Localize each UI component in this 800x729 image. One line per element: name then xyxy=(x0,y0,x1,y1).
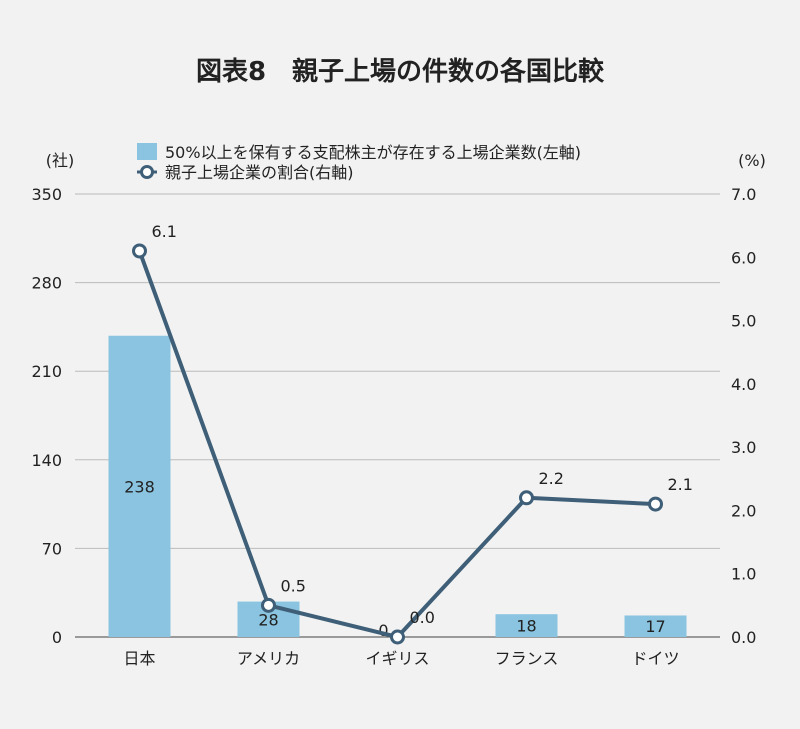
left-tick-label: 350 xyxy=(31,185,62,204)
line-marker xyxy=(132,243,147,259)
left-axis-unit: (社) xyxy=(46,151,75,170)
chart-title: 図表8 親子上場の件数の各国比較 xyxy=(196,56,605,87)
left-tick-label: 70 xyxy=(42,539,62,558)
line-data-label: 2.1 xyxy=(668,475,693,494)
right-tick-label: 1.0 xyxy=(731,565,756,584)
line-marker xyxy=(648,496,663,512)
line-data-label: 2.2 xyxy=(539,469,564,488)
category-label: イギリス xyxy=(365,649,429,668)
line-marker xyxy=(261,597,276,613)
bar xyxy=(495,614,558,637)
bar-data-label: 17 xyxy=(645,617,665,636)
bar-data-label: 0 xyxy=(378,621,388,640)
left-tick-label: 280 xyxy=(31,274,62,293)
left-axis-ticks: 0 70 140 210 280 350 xyxy=(31,185,62,647)
gridlines xyxy=(75,193,720,638)
bar xyxy=(108,335,171,637)
line-data-labels: 6.1 0.5 0.0 2.2 2.1 xyxy=(152,222,693,627)
line-marker xyxy=(390,629,405,645)
bar-data-label: 238 xyxy=(124,477,155,496)
line-data-label: 6.1 xyxy=(152,222,177,241)
line-path xyxy=(137,250,656,639)
legend-line-label: 親子上場企業の割合(右軸) xyxy=(165,163,354,182)
bar-series xyxy=(108,335,687,637)
line-data-label: 0.0 xyxy=(410,608,435,627)
right-tick-label: 6.0 xyxy=(731,248,756,267)
category-label: ドイツ xyxy=(631,649,679,668)
bar xyxy=(624,615,687,637)
category-label: アメリカ xyxy=(237,649,300,668)
right-axis-unit: (%) xyxy=(738,151,766,170)
left-tick-label: 140 xyxy=(31,451,62,470)
category-label: 日本 xyxy=(123,649,155,668)
bar-data-label: 18 xyxy=(516,617,536,636)
category-axis: 日本 アメリカ イギリス フランス ドイツ xyxy=(123,649,679,668)
right-tick-label: 4.0 xyxy=(731,375,756,394)
right-tick-label: 5.0 xyxy=(731,312,756,331)
legend-bar-swatch xyxy=(137,143,157,160)
right-tick-label: 2.0 xyxy=(731,501,756,520)
legend-line-marker xyxy=(140,165,154,179)
legend: 50%以上を保有する支配株主が存在する上場企業数(左軸) 親子上場企業の割合(右… xyxy=(137,143,581,182)
bar-data-labels: 238 28 0 18 17 xyxy=(124,477,665,640)
category-label: フランス xyxy=(495,649,559,668)
right-tick-label: 3.0 xyxy=(731,438,756,457)
right-axis-ticks: 0.0 1.0 2.0 3.0 4.0 5.0 6.0 7.0 xyxy=(731,185,756,647)
bar-data-label: 28 xyxy=(258,610,278,629)
left-tick-label: 0 xyxy=(52,628,62,647)
right-tick-label: 7.0 xyxy=(731,185,756,204)
line-series xyxy=(132,243,663,645)
legend-bar-label: 50%以上を保有する支配株主が存在する上場企業数(左軸) xyxy=(165,143,581,162)
line-data-label: 0.5 xyxy=(281,576,306,595)
line-marker xyxy=(519,490,534,506)
left-tick-label: 210 xyxy=(31,362,62,381)
right-tick-label: 0.0 xyxy=(731,628,756,647)
